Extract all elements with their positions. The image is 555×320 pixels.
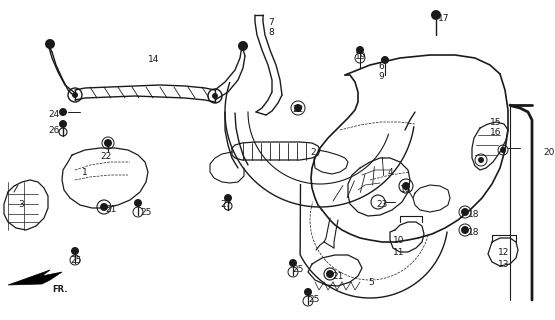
Circle shape xyxy=(45,39,55,49)
Circle shape xyxy=(431,10,441,20)
Circle shape xyxy=(134,199,142,207)
Circle shape xyxy=(294,104,302,112)
Text: 9: 9 xyxy=(378,72,384,81)
Text: 1: 1 xyxy=(82,168,88,177)
Text: 3: 3 xyxy=(18,200,24,209)
Text: 18: 18 xyxy=(400,185,411,194)
Circle shape xyxy=(238,41,248,51)
Text: 8: 8 xyxy=(268,28,274,37)
Text: 18: 18 xyxy=(468,210,480,219)
Circle shape xyxy=(461,208,469,216)
Text: 6: 6 xyxy=(378,62,384,71)
Text: 14: 14 xyxy=(148,55,159,64)
Text: 25: 25 xyxy=(140,208,152,217)
Circle shape xyxy=(381,56,389,64)
Circle shape xyxy=(71,247,79,255)
Circle shape xyxy=(72,92,78,98)
Text: 10: 10 xyxy=(393,236,405,245)
Circle shape xyxy=(100,203,108,211)
Polygon shape xyxy=(8,270,62,285)
Circle shape xyxy=(326,270,334,278)
Text: 4: 4 xyxy=(388,168,393,177)
Circle shape xyxy=(402,182,410,190)
Text: 15: 15 xyxy=(490,118,502,127)
Text: 27: 27 xyxy=(220,200,231,209)
Text: 22: 22 xyxy=(100,152,111,161)
Text: 22: 22 xyxy=(292,105,303,114)
Circle shape xyxy=(104,139,112,147)
Circle shape xyxy=(289,259,297,267)
Circle shape xyxy=(500,147,506,153)
Text: 12: 12 xyxy=(498,248,509,257)
Text: 20: 20 xyxy=(543,148,554,157)
Text: 19: 19 xyxy=(355,52,366,61)
Text: 23: 23 xyxy=(376,200,387,209)
Circle shape xyxy=(461,226,469,234)
Text: 24: 24 xyxy=(48,110,59,119)
Text: 11: 11 xyxy=(393,248,405,257)
Circle shape xyxy=(356,46,364,54)
Circle shape xyxy=(59,120,67,128)
Text: 17: 17 xyxy=(438,14,450,23)
Circle shape xyxy=(224,194,232,202)
Text: 16: 16 xyxy=(490,128,502,137)
Text: 25: 25 xyxy=(308,295,319,304)
Circle shape xyxy=(304,288,312,296)
Circle shape xyxy=(59,108,67,116)
Text: FR.: FR. xyxy=(52,285,68,294)
Text: 25: 25 xyxy=(70,256,82,265)
Text: 25: 25 xyxy=(292,265,304,274)
Text: 21: 21 xyxy=(332,272,344,281)
Text: 13: 13 xyxy=(498,260,509,269)
Text: 21: 21 xyxy=(105,205,117,214)
Text: 26: 26 xyxy=(48,126,59,135)
Text: 5: 5 xyxy=(368,278,374,287)
Circle shape xyxy=(478,157,484,163)
Circle shape xyxy=(212,93,218,99)
Text: 2: 2 xyxy=(310,148,316,157)
Text: 18: 18 xyxy=(468,228,480,237)
Text: 7: 7 xyxy=(268,18,274,27)
